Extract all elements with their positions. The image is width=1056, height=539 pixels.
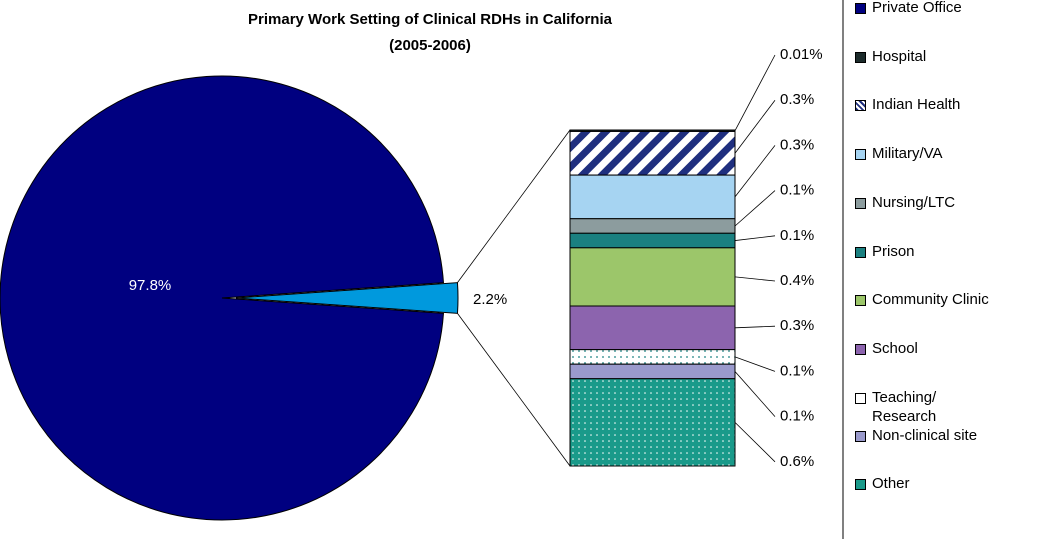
legend-swatch [855,51,866,63]
bar-segment [569,130,736,176]
legend-swatch [855,3,866,14]
chart-subtitle: (2005-2006) [389,37,471,54]
leader-line [734,276,776,282]
connector [457,313,571,467]
legend-label: Community Clinic [872,291,989,309]
leader-line [734,325,776,329]
bar-segment [569,174,736,220]
legend-swatch [855,149,866,161]
bar-segment [569,247,736,307]
leader-line [734,99,776,154]
legend-label: Prison [872,242,915,260]
bar-segment [569,349,736,365]
pie-label: 2.2% [473,291,507,308]
legend-label: Teaching/ Research [872,388,937,425]
pie-label: 97.8% [129,277,172,294]
bar-label: 0.1% [780,182,814,199]
legend-label: School [872,339,918,357]
bar-segment [569,218,736,234]
legend-label: Hospital [872,47,927,65]
legend-swatch [855,295,866,307]
legend-label: Indian Health [872,96,961,114]
leader-line [734,54,776,131]
leader-line [734,235,776,241]
legend-swatch [855,100,866,112]
bar-segment [569,232,736,249]
bar-segment [569,305,736,351]
legend-label: Non-clinical site [872,426,978,444]
bar-segment [569,378,736,467]
bar-label: 0.4% [780,272,814,289]
chart-title: Primary Work Setting of Clinical RDHs in… [248,11,613,28]
legend-swatch [855,430,866,442]
legend-label: Nursing/LTC [872,193,956,211]
legend-swatch [855,246,866,258]
bar-segment [569,363,736,380]
leader-line [734,422,776,463]
bar-label: 0.1% [780,227,814,244]
leader-line [734,371,776,417]
bar-label: 0.01% [780,46,823,63]
pie-slice [0,75,445,521]
leader-line [734,145,776,198]
legend-swatch [855,197,866,209]
legend-label: Other [872,475,910,493]
legend-swatch [855,479,866,491]
leader-line [734,190,776,227]
bar-label: 0.3% [780,317,814,334]
bar-label: 0.1% [780,408,814,425]
bar-label: 0.3% [780,91,814,108]
pie-slice [235,282,459,314]
legend-label: Military/VA [872,145,943,163]
leader-line [734,356,776,372]
bar-label: 0.3% [780,136,814,153]
legend-label: Private Office [872,0,962,16]
legend-swatch [855,392,866,404]
bar-label: 0.1% [780,362,814,379]
legend-swatch [855,343,866,355]
bar-label: 0.6% [780,453,814,470]
connector [457,129,571,283]
